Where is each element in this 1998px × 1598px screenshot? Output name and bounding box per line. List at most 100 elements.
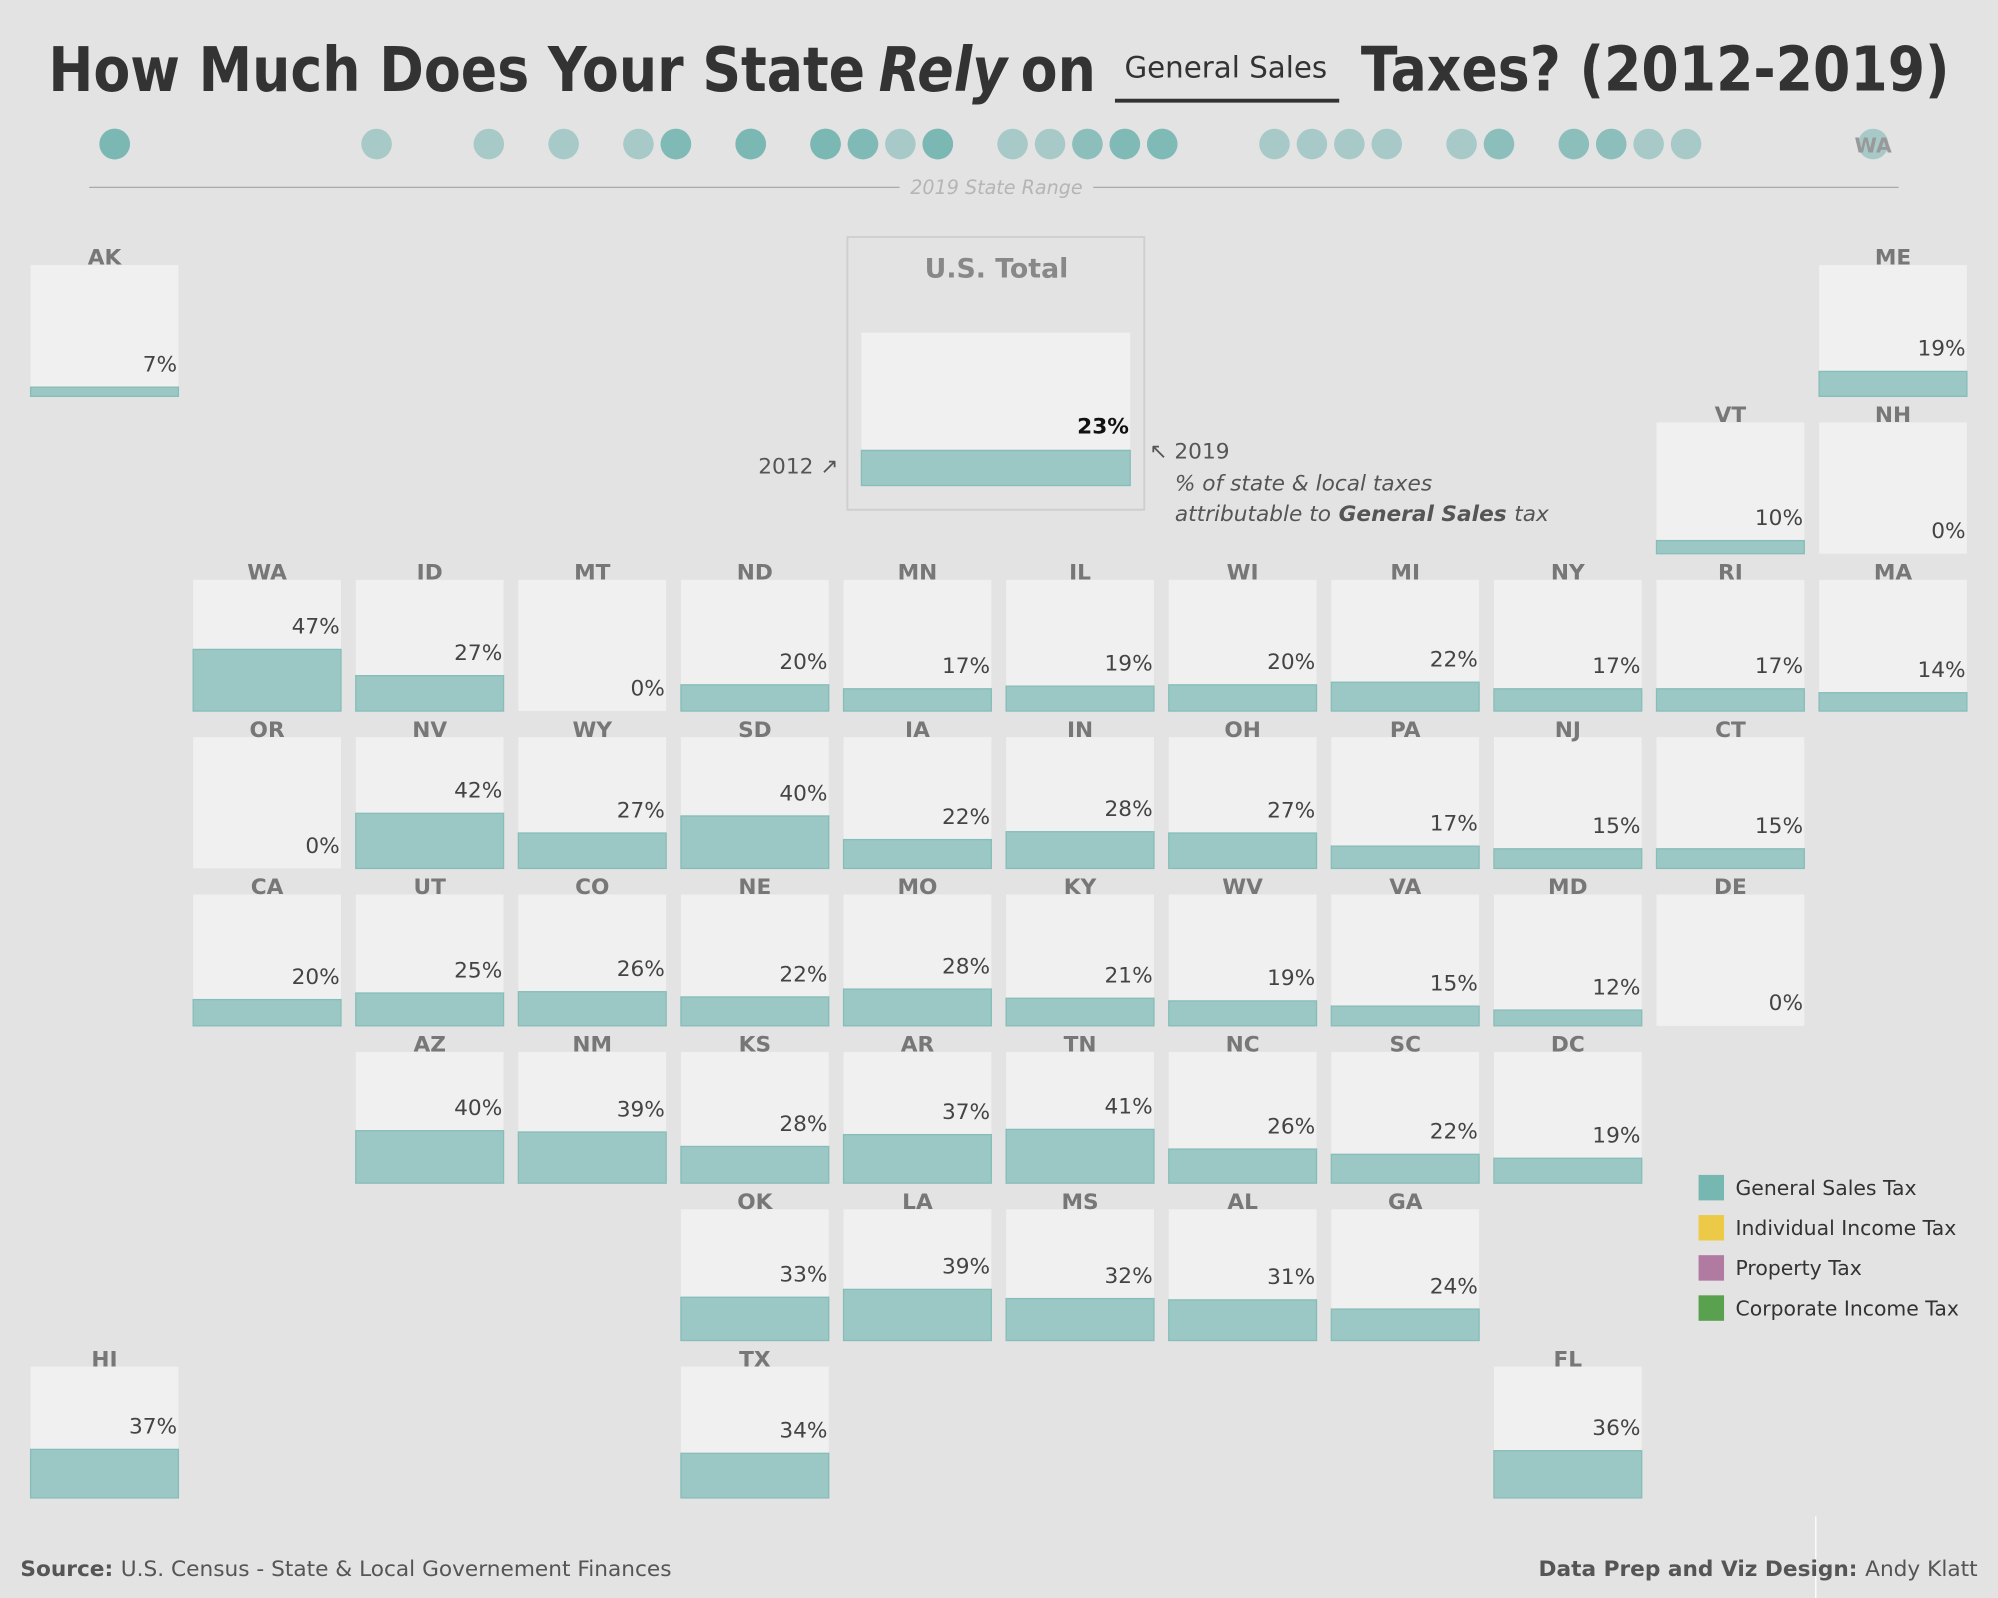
state-abbr: VT: [1715, 403, 1747, 428]
state-tile: FL 36%: [1493, 1347, 1643, 1499]
state-tile: KS 28%: [680, 1033, 830, 1184]
state-abbr: FL: [1554, 1347, 1583, 1372]
annotation-part: attributable to: [1175, 502, 1331, 527]
area: [1330, 845, 1480, 870]
value-label: 33%: [779, 1263, 827, 1288]
state-abbr: KS: [739, 1033, 771, 1058]
value-label: 20%: [292, 965, 340, 990]
range-dot: [1296, 128, 1328, 160]
value-label: 21%: [1105, 964, 1153, 989]
value-label: 37%: [942, 1100, 990, 1125]
legend-label: Individual Income Tax: [1736, 1216, 1957, 1240]
range-dot: [1109, 128, 1141, 160]
state-abbr: AL: [1227, 1190, 1258, 1215]
area: [1818, 370, 1968, 397]
range-dot: [1633, 128, 1664, 160]
value-label: 0%: [305, 834, 339, 859]
state-abbr: AZ: [413, 1033, 445, 1058]
state-tile: VT 10%: [1655, 403, 1805, 555]
state-abbr: OR: [250, 718, 285, 743]
state-tile: SD 40%: [680, 718, 830, 870]
state-tile: TN 41%: [1005, 1033, 1155, 1184]
value-label: 14%: [1917, 658, 1965, 683]
state-tile: ME 19%: [1818, 246, 1968, 397]
value-label: 26%: [1267, 1114, 1315, 1139]
state-abbr: DC: [1551, 1033, 1585, 1058]
source-text: U.S. Census - State & Local Governement …: [121, 1557, 672, 1582]
legend-label: Corporate Income Tax: [1736, 1296, 1959, 1320]
value-label: 15%: [1430, 971, 1478, 996]
area: [1493, 1450, 1643, 1499]
credit-text: Andy Klatt: [1865, 1557, 1977, 1582]
state-abbr: TN: [1064, 1033, 1097, 1058]
state-tile: OR 0%: [193, 718, 341, 869]
tile-bg: [1331, 894, 1480, 1026]
source: Source: U.S. Census - State & Local Gover…: [20, 1557, 671, 1582]
state-tile: GA 24%: [1330, 1190, 1480, 1342]
range-dot: [1334, 128, 1365, 160]
value-label: 25%: [454, 958, 502, 983]
value-label: 39%: [617, 1097, 665, 1122]
area: [517, 832, 667, 870]
area: [1168, 1299, 1318, 1342]
state-abbr: OH: [1224, 718, 1261, 743]
state-abbr: TX: [739, 1347, 771, 1372]
range-dot: [473, 128, 505, 160]
state-tile: MI 22%: [1330, 560, 1480, 712]
value-label: 17%: [1755, 654, 1803, 679]
range-dot: [1034, 128, 1066, 160]
state-tile: SC 22%: [1330, 1033, 1480, 1184]
state-tile: OK 33%: [680, 1190, 830, 1342]
area: [1005, 997, 1155, 1027]
annotation: % of state & local taxes: [1175, 471, 1432, 496]
state-tile: DE 0%: [1656, 875, 1805, 1026]
state-abbr: MT: [574, 560, 611, 585]
area: [680, 996, 830, 1027]
area: [1655, 688, 1805, 712]
area: [1168, 1000, 1318, 1027]
area: [29, 386, 180, 397]
state-tile: MN 17%: [842, 560, 992, 712]
measure-dropdown[interactable]: General Sales: [1114, 50, 1340, 103]
value-label: 28%: [1105, 797, 1153, 822]
state-abbr: LA: [902, 1190, 933, 1215]
tile-bg: [518, 579, 667, 712]
state-tile: AK 7%: [29, 246, 180, 397]
state-abbr: IN: [1067, 718, 1093, 743]
value-label: 0%: [1931, 519, 1965, 544]
state-tile: CO 26%: [517, 875, 667, 1027]
value-label: 23%: [1077, 414, 1129, 439]
range-dot: [361, 128, 392, 160]
value-label: 0%: [1769, 991, 1803, 1016]
value-label: 12%: [1592, 975, 1640, 1000]
value-label: 15%: [1755, 814, 1803, 839]
area: [860, 449, 1131, 487]
dropdown-value[interactable]: General Sales: [1124, 50, 1327, 84]
value-label: 31%: [1267, 1265, 1315, 1290]
state-abbr: MA: [1874, 560, 1913, 585]
area: [1818, 692, 1968, 712]
value-label: 27%: [617, 798, 665, 823]
state-abbr: KY: [1064, 875, 1097, 900]
state-tile: NE 22%: [680, 875, 830, 1027]
state-tile: NV 42%: [355, 718, 505, 870]
range-dot: [847, 128, 879, 160]
tile-bg: [1656, 737, 1805, 869]
value-label: 19%: [1917, 337, 1965, 362]
state-tile: WA 47%: [192, 560, 342, 712]
tile-bg: [30, 265, 179, 397]
value-label: 28%: [779, 1112, 827, 1137]
range-dot: [997, 128, 1028, 160]
value-label: 17%: [1592, 654, 1640, 679]
state-tile: MS 32%: [1005, 1190, 1155, 1342]
area: [842, 1288, 992, 1342]
value-label: 22%: [1430, 1120, 1478, 1145]
state-abbr: WI: [1227, 560, 1259, 585]
value-label: 40%: [779, 781, 827, 806]
value-label: 27%: [454, 641, 502, 666]
range-dot: [1857, 128, 1889, 160]
state-abbr: NC: [1226, 1033, 1260, 1058]
area: [1005, 831, 1155, 870]
area: [1168, 684, 1318, 712]
